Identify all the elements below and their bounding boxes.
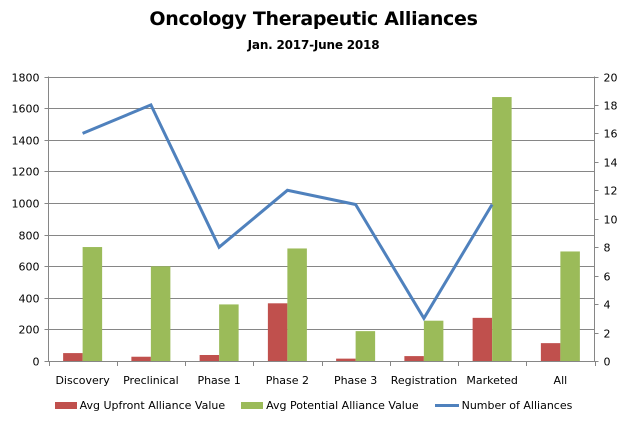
bar-series xyxy=(63,97,580,361)
x-tick-label: All xyxy=(554,374,568,387)
left-tick-label: 1200 xyxy=(12,166,40,179)
left-y-axis: 0 200 400 600 800 1000 1200 1400 1600 1800 xyxy=(12,72,49,369)
bar xyxy=(199,354,220,361)
left-tick-label: 800 xyxy=(19,230,40,243)
legend: Avg Upfront Alliance Value Avg Potential… xyxy=(0,399,627,412)
x-tick-label: Preclinical xyxy=(123,374,179,387)
bar xyxy=(267,303,288,361)
left-tick-label: 0 xyxy=(33,356,40,369)
left-tick-label: 400 xyxy=(19,293,40,306)
right-tick-label: 20 xyxy=(604,72,618,85)
x-tick-label: Phase 2 xyxy=(266,374,309,387)
bar xyxy=(150,266,171,361)
line-series xyxy=(82,102,494,322)
bar xyxy=(82,247,103,361)
bar xyxy=(560,251,580,361)
bar xyxy=(336,358,356,361)
left-tick-label: 1400 xyxy=(12,135,40,148)
bar xyxy=(404,356,424,361)
legend-item-potential: Avg Potential Alliance Value xyxy=(241,399,419,412)
chart-subtitle: Jan. 2017-June 2018 xyxy=(247,38,380,52)
legend-label-upfront: Avg Upfront Alliance Value xyxy=(79,399,226,412)
bar xyxy=(540,343,561,361)
x-tick-label: Phase 1 xyxy=(197,374,240,387)
right-tick-label: 0 xyxy=(604,356,611,369)
bar xyxy=(219,304,239,361)
right-tick-label: 2 xyxy=(604,328,611,341)
left-tick-label: 1600 xyxy=(12,103,40,116)
x-tick-label: Phase 3 xyxy=(334,374,377,387)
x-tick-label: Marketed xyxy=(466,374,518,387)
bar xyxy=(355,331,376,361)
right-tick-label: 6 xyxy=(604,271,611,284)
legend-swatch-potential xyxy=(241,402,264,409)
legend-label-count: Number of Alliances xyxy=(461,399,573,412)
left-tick-label: 200 xyxy=(19,324,40,337)
bar xyxy=(492,97,512,361)
bar xyxy=(63,353,83,361)
gridlines xyxy=(48,77,595,330)
legend-item-upfront: Avg Upfront Alliance Value xyxy=(54,399,226,412)
right-tick-label: 18 xyxy=(604,100,618,113)
right-tick-label: 8 xyxy=(604,242,611,255)
legend-label-potential: Avg Potential Alliance Value xyxy=(266,399,419,412)
right-tick-label: 14 xyxy=(604,157,618,170)
right-tick-label: 4 xyxy=(604,299,611,312)
bar xyxy=(423,320,444,361)
legend-item-count: Number of Alliances xyxy=(434,399,573,412)
chart-title: Oncology Therapeutic Alliances xyxy=(149,8,478,30)
x-tick-label: Discovery xyxy=(55,374,110,387)
legend-swatch-upfront xyxy=(54,402,77,409)
left-tick-label: 600 xyxy=(19,261,40,274)
line-number-of-alliances xyxy=(82,102,494,322)
bar xyxy=(287,248,307,361)
right-y-axis: 0 2 4 6 8 10 12 14 16 18 20 xyxy=(594,72,618,369)
legend-line-count xyxy=(434,404,459,407)
x-tick-label: Registration xyxy=(391,374,457,387)
bar xyxy=(472,317,493,361)
right-tick-label: 10 xyxy=(604,214,618,227)
left-tick-label: 1800 xyxy=(12,72,40,85)
left-tick-label: 1000 xyxy=(12,198,40,211)
right-tick-label: 12 xyxy=(604,185,618,198)
x-axis: Discovery Preclinical Phase 1 Phase 2 Phase … xyxy=(48,361,596,387)
bar xyxy=(131,356,151,361)
right-tick-label: 16 xyxy=(604,128,618,141)
